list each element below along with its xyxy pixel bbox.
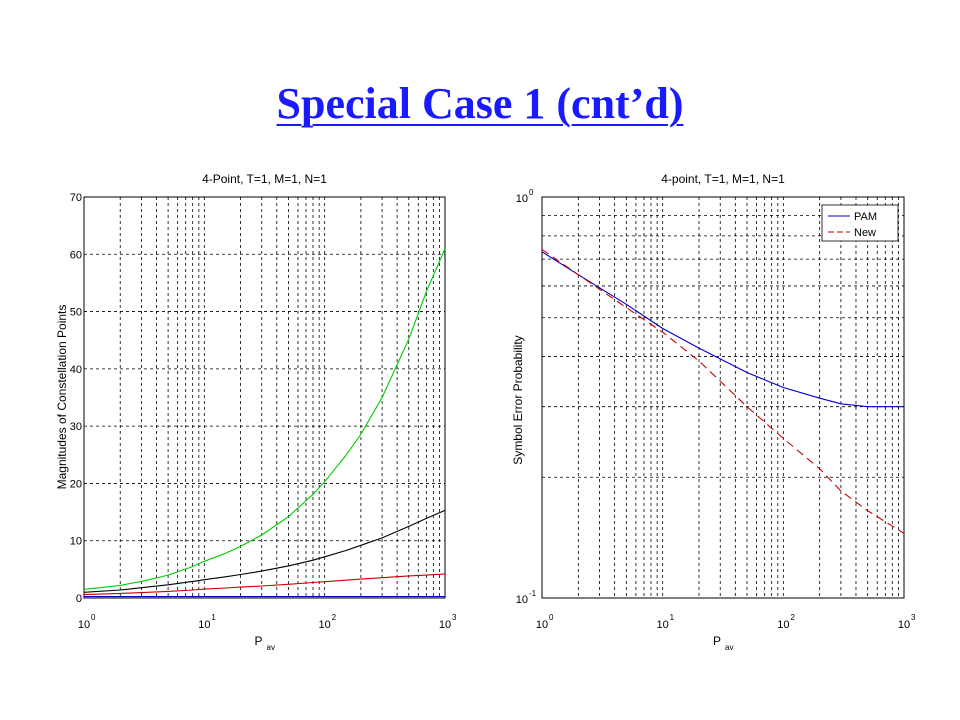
- x-tick-label: 10: [198, 619, 210, 631]
- y-tick-exponent: -1: [529, 589, 537, 598]
- slide-title: Special Case 1 (cnt’d): [276, 79, 684, 128]
- plot-frame: [541, 196, 905, 599]
- x-tick-label: 10: [536, 619, 548, 631]
- x-tick-exponent: 3: [452, 613, 457, 622]
- y-axis-label: Magnitudes of Constellation Points: [55, 305, 69, 490]
- legend-label-2: New: [854, 227, 876, 239]
- x-tick-exponent: 1: [670, 613, 675, 622]
- x-axis-label-subscript: av: [267, 643, 275, 652]
- x-tick-exponent: 2: [790, 613, 795, 622]
- y-tick-label: 50: [70, 307, 82, 319]
- chart-2: 4-point, T=1, M=1, N=110010110210310010-…: [511, 172, 916, 652]
- x-axis-label: P: [713, 634, 721, 648]
- plot-title: 4-Point, T=1, M=1, N=1: [202, 172, 327, 186]
- x-tick-exponent: 1: [211, 613, 216, 622]
- series-line-3: [83, 573, 446, 596]
- x-tick-label: 10: [898, 619, 910, 631]
- y-tick-label: 70: [70, 192, 82, 204]
- legend: PAM New: [821, 204, 899, 242]
- y-tick-label: 20: [70, 478, 82, 490]
- y-tick-exponent: 0: [529, 188, 534, 197]
- x-tick-label: 10: [439, 619, 451, 631]
- plot-frame: [83, 196, 446, 599]
- y-tick-label: 10: [70, 536, 82, 548]
- y-tick-label: 60: [70, 249, 82, 261]
- series-line-1: [541, 251, 904, 408]
- x-tick-label: 10: [78, 619, 90, 631]
- plot-title: 4-point, T=1, M=1, N=1: [661, 172, 785, 186]
- x-tick-exponent: 0: [549, 613, 554, 622]
- x-tick-label: 10: [657, 619, 669, 631]
- legend-label-1: PAM: [854, 211, 877, 223]
- series-line-1: [83, 248, 446, 590]
- y-tick-label: 0: [76, 593, 82, 605]
- x-axis-label: P: [254, 634, 262, 648]
- y-tick-label: 40: [70, 364, 82, 376]
- x-axis-label-subscript: av: [725, 643, 733, 652]
- x-tick-exponent: 0: [91, 613, 96, 622]
- x-tick-label: 10: [319, 619, 331, 631]
- y-tick-label: 10: [516, 193, 528, 205]
- series-line-2: [541, 248, 905, 534]
- legend-box: [821, 204, 899, 242]
- x-tick-label: 10: [777, 619, 789, 631]
- y-tick-label: 30: [70, 421, 82, 433]
- x-tick-exponent: 3: [911, 613, 916, 622]
- x-tick-exponent: 2: [332, 613, 337, 622]
- chart-1: 4-Point, T=1, M=1, N=1100101102103010203…: [55, 172, 457, 652]
- y-axis-label: Symbol Error Probability: [511, 335, 525, 464]
- y-tick-label: 10: [516, 594, 528, 606]
- series-line-2: [83, 509, 446, 593]
